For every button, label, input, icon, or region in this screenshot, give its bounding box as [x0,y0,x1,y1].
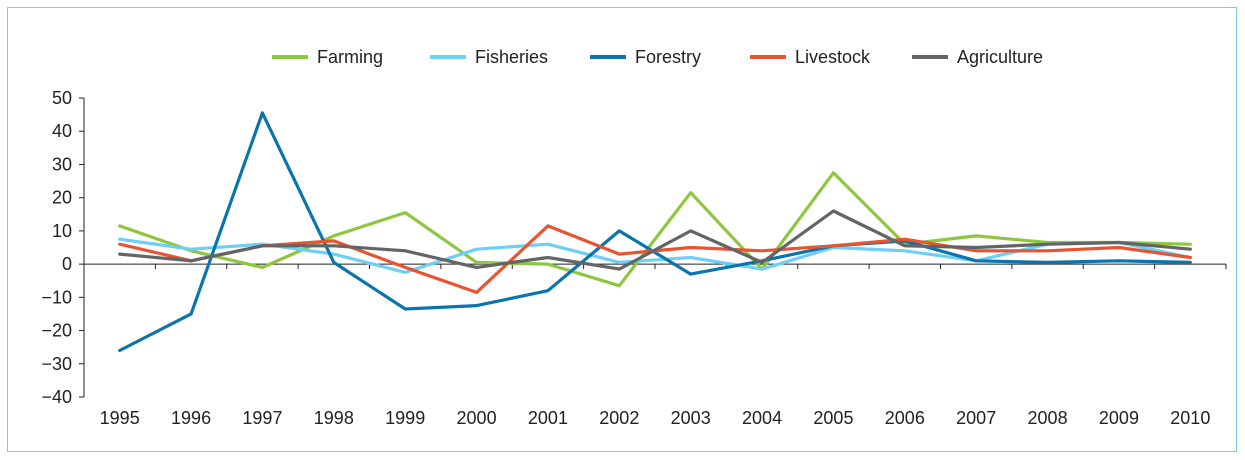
legend-item-livestock: Livestock [750,47,871,67]
series-line-farming [118,171,1192,288]
series-line-fisheries [118,237,1192,274]
y-tick-label: 20 [52,188,72,208]
x-tick-label: 2008 [1028,408,1068,428]
x-tick-label: 2004 [742,408,782,428]
series-line-agriculture [118,209,1192,271]
x-tick-label: 2006 [885,408,925,428]
y-tick-label: −10 [41,287,72,307]
x-tick-label: 2010 [1170,408,1210,428]
x-tick-label: 1995 [100,408,140,428]
x-axis: 1995 1996 1997 1998 1999 2000 2001 2002 2003 2004… [83,263,1227,428]
x-tick-label: 2009 [1099,408,1139,428]
legend: Farming Fisheries Forestry Livestock Agricul… [272,47,1043,67]
x-tick-label: 1996 [171,408,211,428]
y-tick-label: 10 [52,221,72,241]
y-tick-label: −40 [41,387,72,407]
x-tick-label: 1997 [242,408,282,428]
y-tick-label: 40 [52,121,72,141]
y-tick-label: −30 [41,354,72,374]
legend-label: Agriculture [957,47,1043,67]
x-tick-label: 1998 [314,408,354,428]
legend-item-forestry: Forestry [590,47,701,67]
legend-label: Livestock [795,47,871,67]
y-axis: 50 40 30 20 10 0 −10 −20 −30 −40 [41,88,85,407]
x-tick-label: 1999 [385,408,425,428]
legend-item-farming: Farming [272,47,383,67]
y-tick-label: 50 [52,88,72,108]
legend-item-fisheries: Fisheries [430,47,548,67]
series-layer [118,111,1192,353]
legend-item-agriculture: Agriculture [912,47,1043,67]
x-tick-label: 2007 [956,408,996,428]
x-tick-label: 2002 [599,408,639,428]
y-tick-label: 0 [62,254,72,274]
x-tick-label: 2000 [457,408,497,428]
x-tick-label: 2001 [528,408,568,428]
x-tick-label: 2003 [671,408,711,428]
legend-label: Fisheries [475,47,548,67]
legend-label: Forestry [635,47,701,67]
series-line-forestry [118,111,1192,353]
x-tick-label: 2005 [813,408,853,428]
y-tick-label: −20 [41,321,72,341]
legend-label: Farming [317,47,383,67]
y-tick-label: 30 [52,154,72,174]
chart-frame [7,7,1237,452]
